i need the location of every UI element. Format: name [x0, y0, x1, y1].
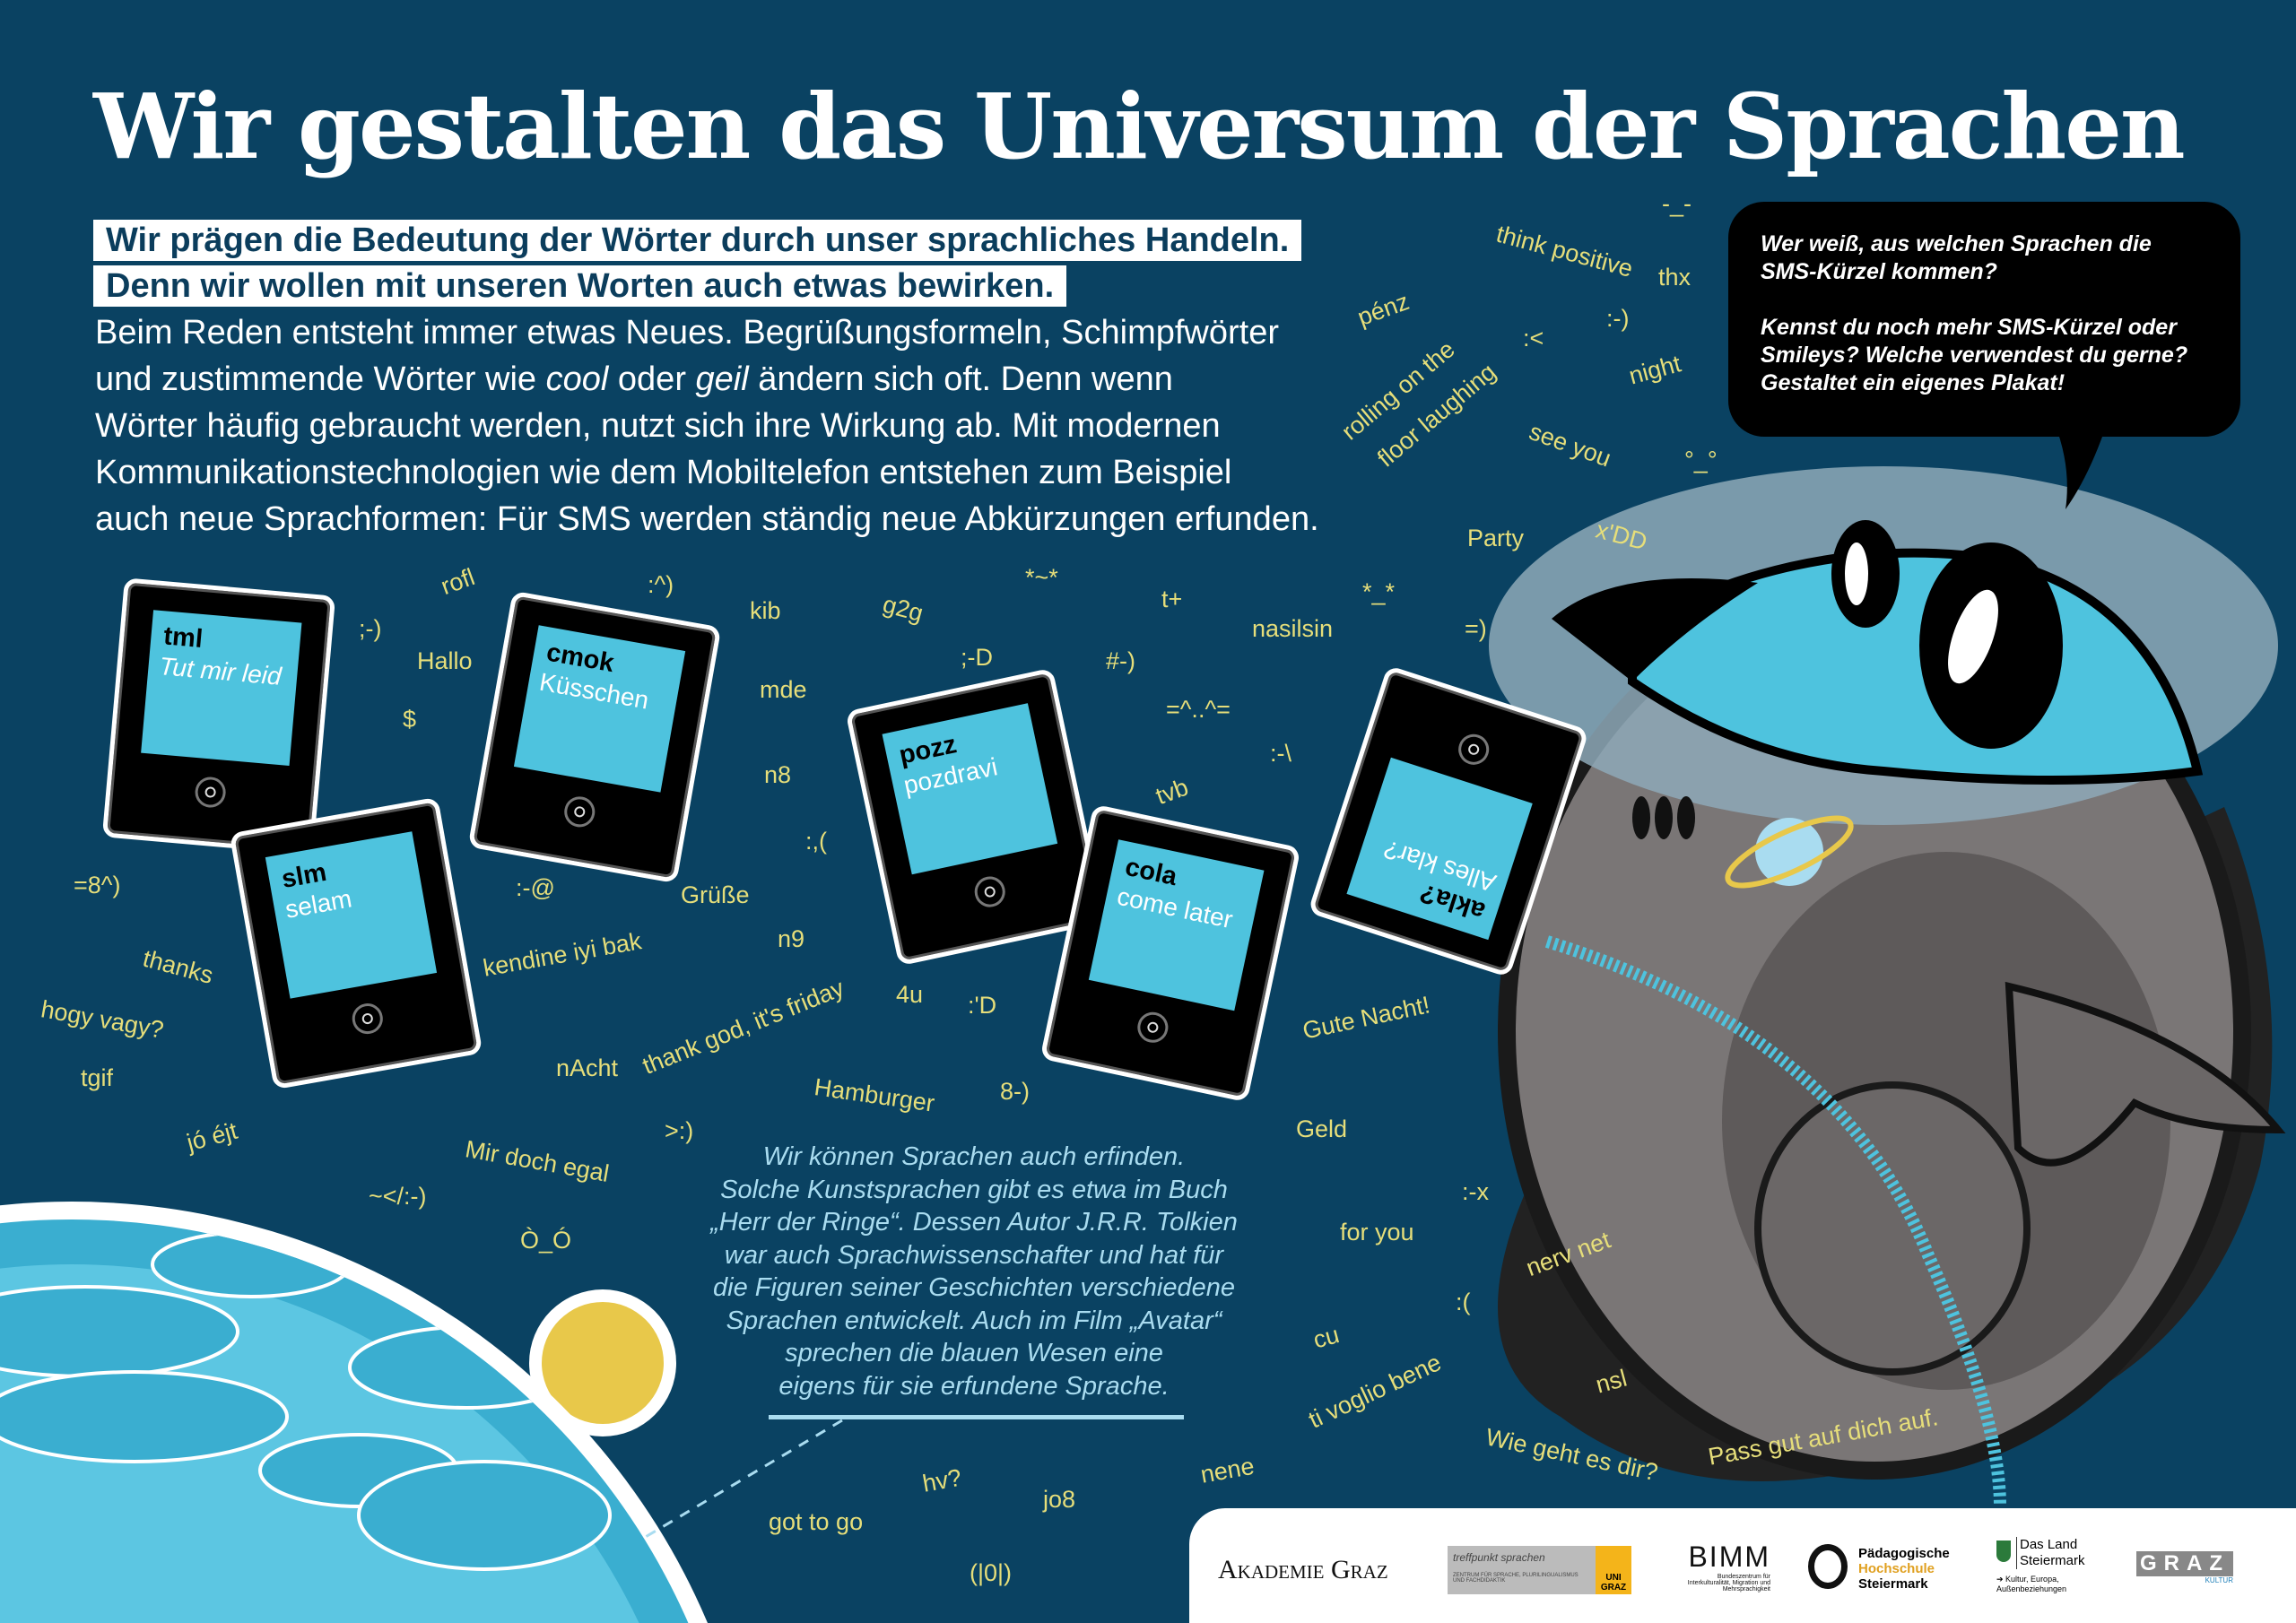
planet-badge-icon [1755, 818, 1823, 886]
sponsor-footer: Akademie Graz treffpunkt sprachen ZENTRU… [1189, 1508, 2296, 1623]
sms-word: nAcht [556, 1055, 619, 1081]
sms-word: :'D [968, 992, 997, 1019]
intro-line: und zustimmende Wörter wie cool oder gei… [95, 356, 1405, 403]
coat-of-arms-icon [1996, 1541, 2011, 1562]
sms-word: :-x [1462, 1178, 1489, 1205]
sms-word: 4u [896, 981, 924, 1008]
logo-text: BIMM [1688, 1541, 1770, 1573]
sms-word: t+ [1161, 586, 1183, 612]
sms-word: tgif [81, 1064, 114, 1091]
sms-word: n8 [764, 761, 792, 788]
logo-subtext: KULTUR [2205, 1576, 2233, 1584]
story-line: war auch Sprachwissenschafter und hat fü… [724, 1240, 1224, 1270]
bubble-question: Wer weiß, aus welchen Sprachen die SMS-K… [1761, 231, 2152, 284]
logo-text: Steiermark [2020, 1553, 2085, 1568]
sms-word: ~</:-) [369, 1183, 427, 1210]
logo-uni-graz: UNI GRAZ [1596, 1546, 1631, 1594]
sms-word: :,( [805, 828, 827, 855]
constructed-languages-text: Wir können Sprachen auch erfinden. Solch… [660, 1141, 1288, 1402]
story-line: Solche Kunstsprachen gibt es etwa im Buc… [720, 1175, 1228, 1204]
sms-word: Party [1467, 525, 1525, 551]
intro-text: oder [608, 360, 696, 398]
sms-word: nasilsin [1252, 615, 1334, 642]
highlight-line-1: Wir prägen die Bedeutung der Wörter durc… [93, 220, 1302, 261]
sms-word: :-\ [1270, 740, 1292, 767]
sms-word: $ [403, 706, 417, 733]
logo-text: Pädagogische [1858, 1546, 1950, 1561]
intro-line: Kommunikationstechnologien wie dem Mobil… [95, 454, 1232, 491]
bird-beak [1552, 578, 1758, 681]
sms-word: =^..^= [1166, 696, 1231, 723]
sms-word: mde [760, 676, 807, 703]
ph-logo-icon [1808, 1544, 1848, 1589]
sms-word: >:) [665, 1117, 694, 1144]
bird-eye-right [1919, 542, 2063, 749]
sms-word: =) [1465, 615, 1487, 642]
sms-word: *~* [1025, 564, 1058, 591]
sms-word: n9 [778, 925, 805, 952]
logo-akademie-graz: Akademie Graz [1218, 1555, 1388, 1584]
intro-italic-geil: geil [695, 360, 749, 398]
intro-paragraph: Beim Reden entsteht immer etwas Neues. B… [95, 309, 1405, 542]
sms-word: thx [1658, 264, 1692, 291]
sms-word: for you [1340, 1219, 1414, 1245]
story-line: Sprachen entwickelt. Auch im Film „Avata… [726, 1306, 1222, 1335]
divider [769, 1415, 1184, 1419]
sms-word: :-) [1606, 305, 1630, 332]
intro-line: Wörter häufig gebraucht werden, nutzt si… [95, 407, 1221, 445]
sms-word: kib [750, 597, 781, 624]
sms-word: (|0|) [970, 1559, 1013, 1586]
sms-word: Grüße [681, 881, 750, 908]
sms-word: :^) [648, 571, 674, 598]
sms-word: :< [1523, 325, 1544, 352]
intro-text: und zustimmende Wörter wie [95, 360, 546, 398]
sms-word: got to go [769, 1508, 864, 1535]
intro-line: Beim Reden entsteht immer etwas Neues. B… [95, 314, 1279, 352]
logo-text: GRAZ [2136, 1551, 2233, 1576]
logo-treffpunkt-sprachen: treffpunkt sprachen ZENTRUM FÜR SPRACHE,… [1448, 1546, 1631, 1594]
story-line: Wir können Sprachen auch erfinden. [762, 1142, 1186, 1171]
sms-word: ;-D [961, 644, 993, 671]
intro-line: auch neue Sprachformen: Für SMS werden s… [95, 500, 1319, 538]
logo-subtext: Bundeszentrum für Interkulturalität, Mig… [1687, 1574, 1770, 1593]
poster-title: Wir gestalten das Universum der Sprachen [93, 74, 2186, 179]
sms-word: :( [1456, 1289, 1471, 1315]
logo-text: Steiermark [1858, 1576, 1928, 1592]
logo-text: Hochschule [1858, 1561, 1935, 1576]
sms-word: jo8 [1043, 1486, 1076, 1513]
bird-wing [2005, 981, 2286, 1167]
sms-word: #-) [1106, 647, 1135, 674]
logo-text: treffpunkt sprachen [1453, 1551, 1545, 1564]
sms-word: *_* [1362, 578, 1396, 605]
logo-text: Das Land [2020, 1537, 2078, 1552]
logo-subtext: ➔ Kultur, Europa, Außenbeziehungen [1996, 1575, 2067, 1593]
bubble-prompt: Kennst du noch mehr SMS-Kürzel oder Smil… [1761, 315, 2188, 395]
intro-italic-cool: cool [545, 360, 609, 398]
sms-word: Ò_Ó [520, 1227, 572, 1254]
sms-word: ;-) [359, 615, 382, 642]
logo-graz-kultur: GRAZ KULTUR [2136, 1551, 2233, 1584]
sms-word: °_° [1684, 447, 1718, 473]
story-line: „Herr der Ringe“. Dessen Autor J.R.R. To… [710, 1208, 1238, 1237]
sms-word: Geld [1296, 1115, 1348, 1142]
sms-word: :-@ [516, 874, 555, 901]
sms-word: Hallo [417, 647, 473, 674]
sms-word: -_- [1662, 190, 1692, 217]
story-line: sprechen die blauen Wesen eine [785, 1339, 1163, 1367]
story-line: eigens für sie erfundene Sprache. [778, 1371, 1170, 1401]
highlight-line-2: Denn wir wollen mit unseren Worten auch … [93, 265, 1067, 307]
intro-text: ändern sich oft. Denn wenn [748, 360, 1173, 398]
logo-bimm: BIMM Bundeszentrum für Interkulturalität… [1681, 1541, 1770, 1593]
story-line: die Figuren seiner Geschichten verschied… [713, 1273, 1235, 1302]
sms-word: =8^) [74, 872, 121, 898]
sms-word: 8-) [1000, 1078, 1030, 1105]
speech-bubble: Wer weiß, aus welchen Sprachen die SMS-K… [1728, 202, 2240, 437]
logo-subtext: ZENTRUM FÜR SPRACHE, PLURILINGUALISMUS U… [1453, 1573, 1578, 1584]
